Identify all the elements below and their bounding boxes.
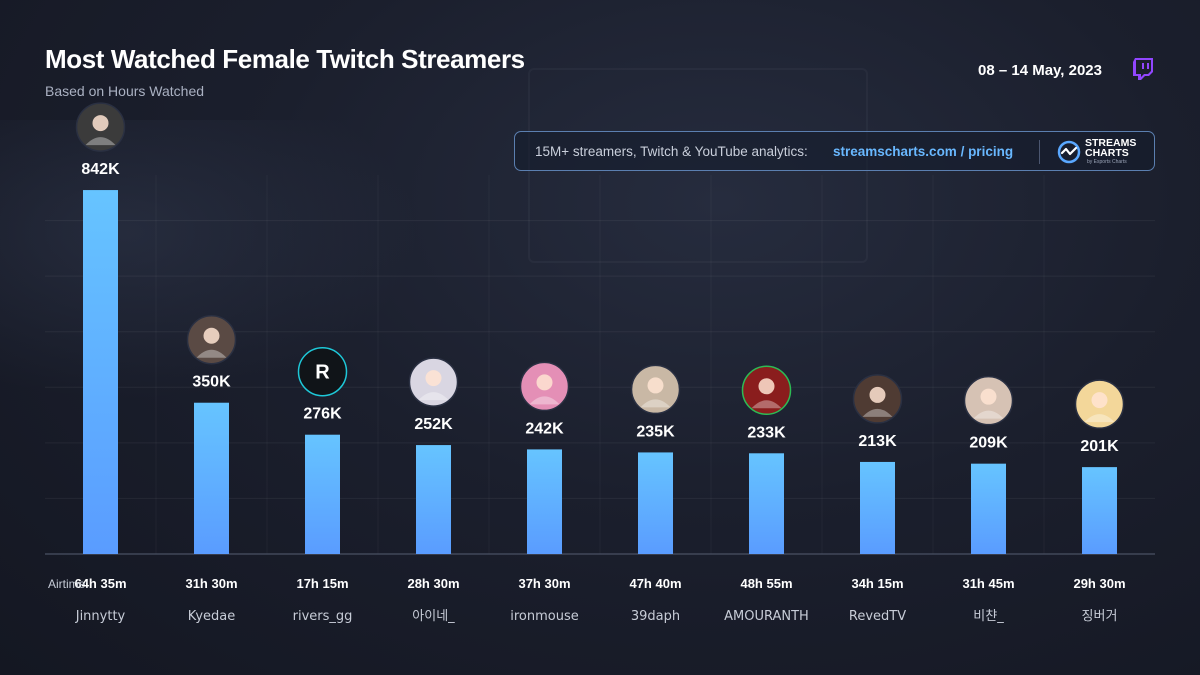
avatar-face (203, 327, 220, 344)
avatar-face (647, 377, 664, 394)
airtime-value: 31h 45m (962, 576, 1014, 591)
category-label: ironmouse (510, 609, 579, 624)
airtime-value: 29h 30m (1073, 576, 1125, 591)
avatar-body (640, 399, 671, 408)
avatar-photo-icon (852, 374, 903, 424)
category-label: rivers_gg (293, 609, 353, 624)
cat-avatar-icon (630, 364, 681, 415)
page-subtitle: Based on Hours Watched (45, 83, 205, 99)
avatar-photo-icon (186, 314, 237, 365)
value-label: 252K (414, 416, 453, 433)
bar-rivers_gg (305, 434, 340, 554)
avatar-face (1091, 392, 1108, 409)
bar-Kyedae (194, 402, 229, 554)
avatar-photo-icon (741, 365, 792, 416)
bar-Jinnytty (83, 190, 118, 554)
value-label: 213K (858, 433, 897, 450)
category-label: 징버거 (1082, 609, 1118, 624)
bar-아이네_ (416, 445, 451, 554)
bar-RevedTV (860, 461, 895, 554)
category-label: 아이네_ (412, 609, 455, 624)
value-label: 201K (1080, 438, 1119, 455)
bar-AMOURANTH (749, 453, 784, 554)
airtime-value: 37h 30m (518, 576, 570, 591)
avatar-face (980, 388, 997, 405)
promo-banner[interactable]: 15M+ streamers, Twitch & YouTube analyti… (514, 131, 1155, 171)
avatar-face (758, 378, 775, 395)
category-label: 39daph (631, 609, 680, 624)
avatar-face (425, 370, 442, 387)
airtime-value: 34h 15m (851, 576, 903, 591)
avatar-body (973, 410, 1004, 419)
airtime-value: 28h 30m (407, 576, 459, 591)
avatar-body (1084, 414, 1115, 423)
anime-avatar-icon (519, 361, 570, 412)
airtime-value: 17h 15m (296, 576, 348, 591)
promo-link[interactable]: streamscharts.com / pricing (833, 144, 1014, 159)
airtime-value: 47h 40m (629, 576, 681, 591)
brand-logo-icon: R (297, 346, 348, 397)
anime-avatar-icon (963, 375, 1014, 426)
avatar-photo-icon (75, 102, 126, 152)
bar-비챤_ (971, 463, 1006, 554)
value-label: 233K (747, 424, 786, 441)
avatar-body (751, 400, 782, 409)
airtime-value: 31h 30m (185, 576, 237, 591)
category-label: Jinnytty (75, 609, 126, 624)
avatar-body (529, 396, 560, 405)
avatar-body (418, 392, 449, 401)
logo-line-2: CHARTS (1085, 147, 1129, 159)
brand-logo-glyph: R (315, 362, 330, 384)
streams-charts-logo-icon (1057, 140, 1081, 164)
promo-divider (1039, 140, 1040, 164)
avatar-face (536, 374, 553, 391)
anime-avatar-icon (1074, 379, 1125, 429)
value-label: 350K (192, 374, 231, 391)
twitch-icon[interactable] (1133, 58, 1153, 80)
category-label: RevedTV (849, 609, 906, 624)
anime-avatar-icon (408, 357, 459, 407)
value-label: 209K (969, 435, 1008, 452)
avatar-body (862, 408, 893, 417)
value-label: 235K (636, 423, 675, 440)
bar-징버거 (1082, 467, 1117, 554)
avatar-face (92, 115, 109, 132)
streams-charts-logo-text: STREAMS CHARTS (1085, 137, 1137, 159)
date-range: 08 – 14 May, 2023 (978, 62, 1102, 79)
category-label: 비챤_ (973, 609, 1004, 624)
value-label: 842K (81, 161, 120, 178)
avatar-body (196, 349, 227, 358)
value-label: 276K (303, 406, 342, 423)
page-title: Most Watched Female Twitch Streamers (45, 44, 525, 74)
category-label: Kyedae (188, 609, 236, 624)
value-label: 242K (525, 420, 564, 437)
logo-line-1: STREAMS (1085, 137, 1137, 149)
avatar-circle (297, 346, 348, 397)
category-label: AMOURANTH (724, 609, 809, 624)
promo-text: 15M+ streamers, Twitch & YouTube analyti… (535, 144, 808, 159)
airtime-value: 64h 35m (74, 576, 126, 591)
airtime-value: 48h 55m (740, 576, 792, 591)
avatar-body (85, 137, 116, 146)
bar-39daph (638, 452, 673, 554)
streams-charts-logo-sub: by Esports Charts (1087, 159, 1127, 165)
bar-ironmouse (527, 449, 562, 554)
airtime-label: Airtime: (48, 577, 89, 591)
avatar-face (869, 386, 886, 403)
